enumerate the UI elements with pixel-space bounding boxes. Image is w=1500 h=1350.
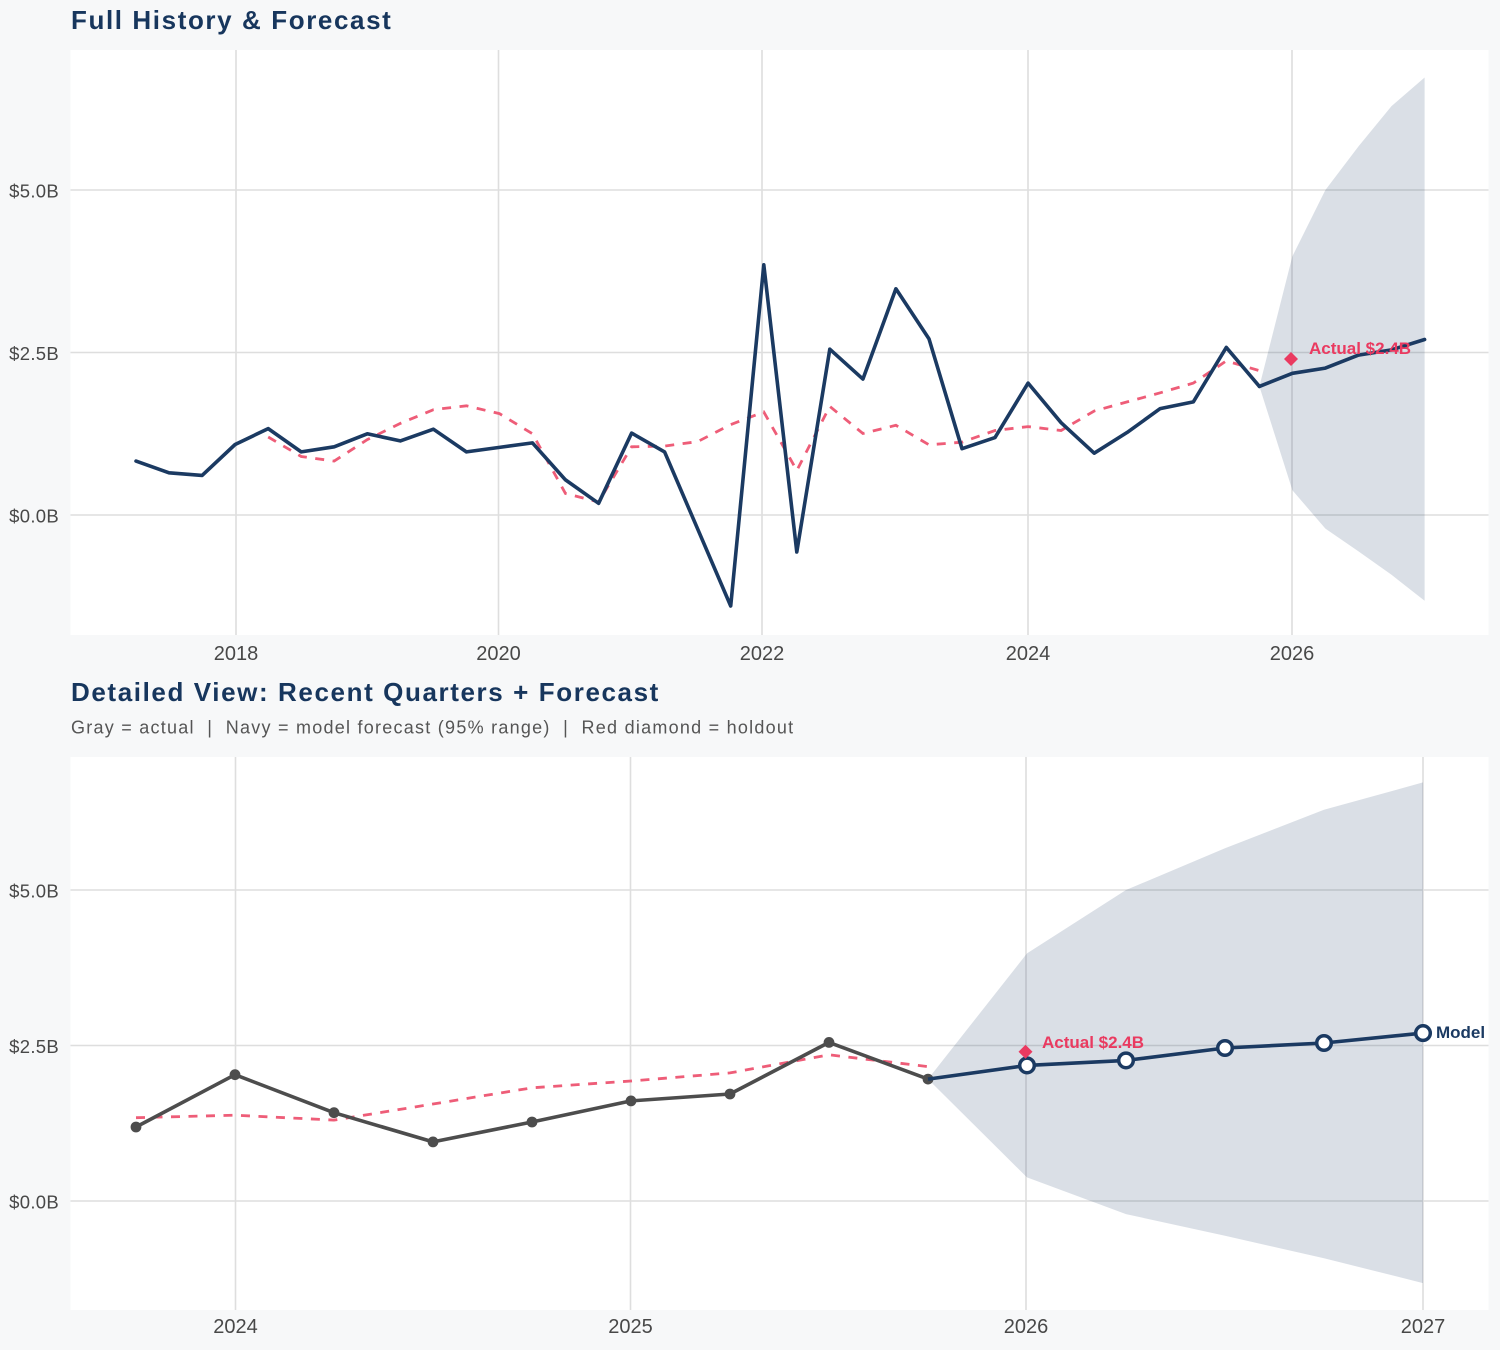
svg-text:2024: 2024 [1006, 643, 1051, 665]
svg-text:$2.5B: $2.5B [9, 1036, 59, 1057]
svg-text:Gray = actual | Navy = model: Gray = actual | Navy = model forecast (9… [71, 718, 794, 738]
svg-text:2026: 2026 [1004, 1316, 1049, 1338]
svg-text:2026: 2026 [1270, 643, 1315, 665]
svg-text:Actual $2.4B: Actual $2.4B [1042, 1033, 1144, 1052]
svg-text:Detailed View: Recent Quarters: Detailed View: Recent Quarters + Forecas… [71, 677, 660, 707]
svg-text:Actual $2.4B: Actual $2.4B [1309, 339, 1411, 358]
svg-text:2025: 2025 [608, 1316, 653, 1338]
svg-text:$5.0B: $5.0B [9, 881, 59, 902]
svg-text:2024: 2024 [213, 1316, 258, 1338]
svg-text:$0.0B: $0.0B [9, 1192, 59, 1213]
svg-text:Model: Model [1436, 1023, 1485, 1042]
svg-text:Full History & Forecast: Full History & Forecast [71, 5, 392, 35]
svg-text:2027: 2027 [1401, 1316, 1446, 1338]
svg-text:2020: 2020 [476, 643, 521, 665]
svg-text:2022: 2022 [740, 643, 785, 665]
svg-text:$2.5B: $2.5B [9, 343, 59, 364]
svg-text:$0.0B: $0.0B [9, 506, 59, 527]
svg-text:2018: 2018 [214, 643, 259, 665]
svg-text:$5.0B: $5.0B [9, 181, 59, 202]
